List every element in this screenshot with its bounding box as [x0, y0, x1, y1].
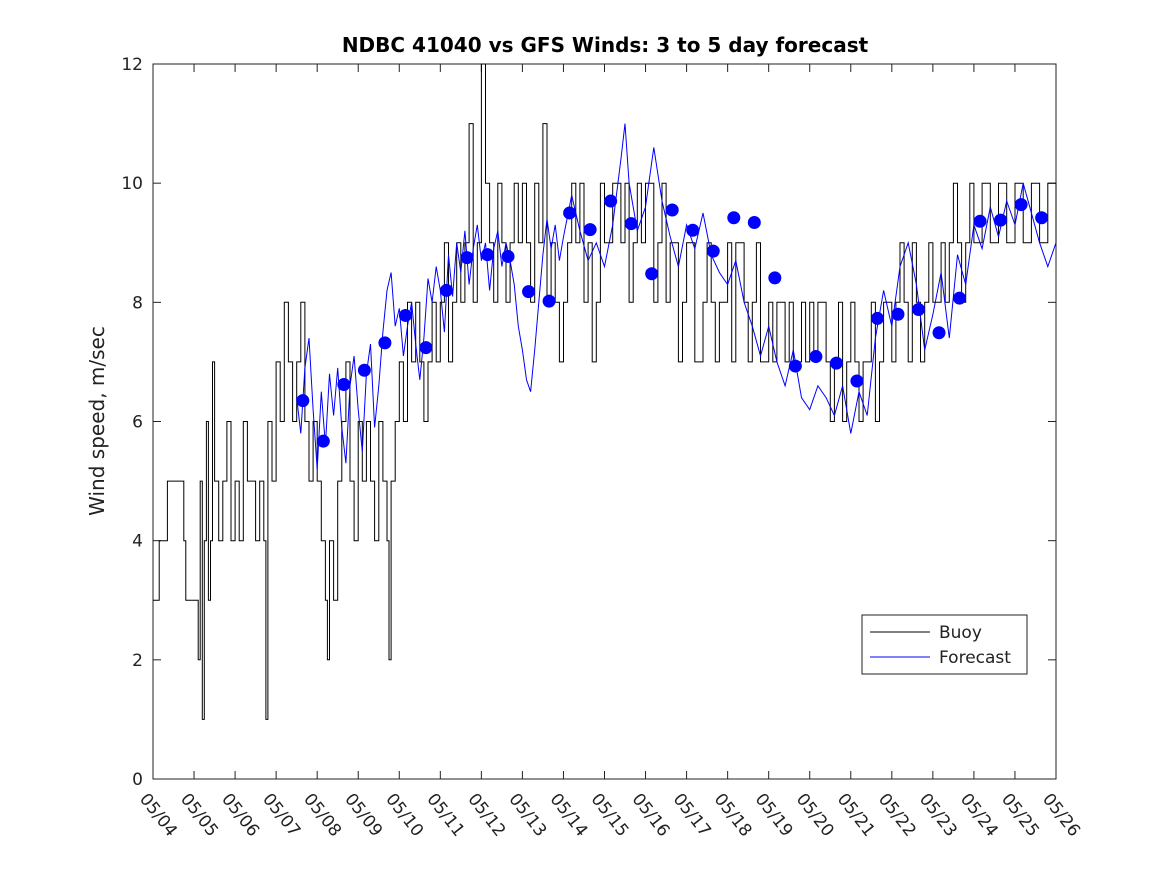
forecast-marker — [973, 214, 987, 228]
forecast-marker — [481, 248, 495, 262]
x-tick-label: 05/24 — [956, 790, 1002, 841]
forecast-marker — [522, 285, 536, 299]
forecast-marker — [665, 203, 679, 217]
forecast-marker — [994, 213, 1008, 227]
forecast-marker — [1014, 198, 1028, 212]
x-tick-label: 05/05 — [176, 790, 222, 841]
y-tick-label: 4 — [132, 532, 143, 552]
forecast-marker — [686, 223, 700, 237]
forecast-marker — [850, 374, 864, 388]
x-tick-label: 05/19 — [751, 790, 797, 841]
forecast-marker — [1035, 211, 1049, 225]
plot-area: 02468101205/0405/0505/0605/0705/0805/090… — [121, 55, 1084, 841]
forecast-marker — [378, 336, 392, 350]
y-tick-label: 6 — [132, 413, 143, 433]
y-tick-label: 10 — [121, 174, 143, 194]
x-tick-label: 05/26 — [1038, 790, 1084, 841]
forecast-marker — [953, 291, 967, 305]
forecast-marker — [439, 283, 453, 297]
x-tick-label: 05/12 — [463, 790, 509, 841]
forecast-marker — [809, 350, 823, 364]
x-tick-label: 05/09 — [340, 790, 386, 841]
x-tick-label: 05/23 — [915, 790, 961, 841]
chart-legend: Buoy Forecast — [861, 614, 1028, 675]
x-tick-label: 05/13 — [504, 790, 550, 841]
forecast-marker — [583, 223, 597, 237]
forecast-marker — [337, 378, 351, 392]
forecast-marker — [357, 363, 371, 377]
x-tick-label: 05/11 — [422, 790, 468, 841]
legend-buoy-label: Buoy — [939, 623, 982, 643]
y-tick-label: 0 — [132, 770, 143, 790]
forecast-marker — [747, 215, 761, 229]
x-tick-label: 05/17 — [669, 790, 715, 841]
x-tick-label: 05/16 — [628, 790, 674, 841]
y-axis-label: Wind speed, m/sec — [85, 326, 109, 516]
x-tick-label: 05/04 — [135, 790, 181, 841]
forecast-marker — [911, 302, 925, 316]
forecast-marker — [768, 271, 782, 285]
x-tick-label: 05/14 — [546, 790, 592, 841]
forecast-marker — [645, 267, 659, 281]
forecast-marker — [870, 311, 884, 325]
x-tick-label: 05/10 — [381, 790, 427, 841]
forecast-marker — [419, 341, 433, 355]
y-tick-label: 12 — [121, 55, 143, 75]
x-tick-label: 05/15 — [587, 790, 633, 841]
forecast-marker — [932, 326, 946, 340]
forecast-marker — [542, 294, 556, 308]
x-tick-label: 05/22 — [874, 790, 920, 841]
x-tick-label: 05/06 — [217, 790, 263, 841]
legend-box — [861, 614, 1028, 675]
y-tick-label: 2 — [132, 651, 143, 671]
forecast-marker — [296, 394, 310, 408]
y-tick-label: 8 — [132, 293, 143, 313]
x-tick-label: 05/07 — [258, 790, 304, 841]
forecast-marker — [501, 249, 515, 263]
x-tick-label: 05/25 — [997, 790, 1043, 841]
forecast-marker — [829, 356, 843, 370]
forecast-marker — [727, 211, 741, 225]
forecast-marker — [624, 217, 638, 231]
forecast-marker — [398, 308, 412, 322]
x-tick-label: 05/08 — [299, 790, 345, 841]
chart-title: NDBC 41040 vs GFS Winds: 3 to 5 day fore… — [342, 33, 869, 57]
forecast-marker — [604, 194, 618, 208]
legend-forecast-label: Forecast — [939, 648, 1011, 668]
x-tick-label: 05/21 — [833, 790, 879, 841]
forecast-line — [296, 123, 1057, 470]
forecast-marker — [563, 206, 577, 220]
forecast-marker — [706, 244, 720, 258]
forecast-marker — [460, 251, 474, 265]
x-tick-label: 05/20 — [792, 790, 838, 841]
forecast-marker — [891, 307, 905, 321]
forecast-marker — [316, 434, 330, 448]
forecast-marker — [788, 359, 802, 373]
x-tick-label: 05/18 — [710, 790, 756, 841]
